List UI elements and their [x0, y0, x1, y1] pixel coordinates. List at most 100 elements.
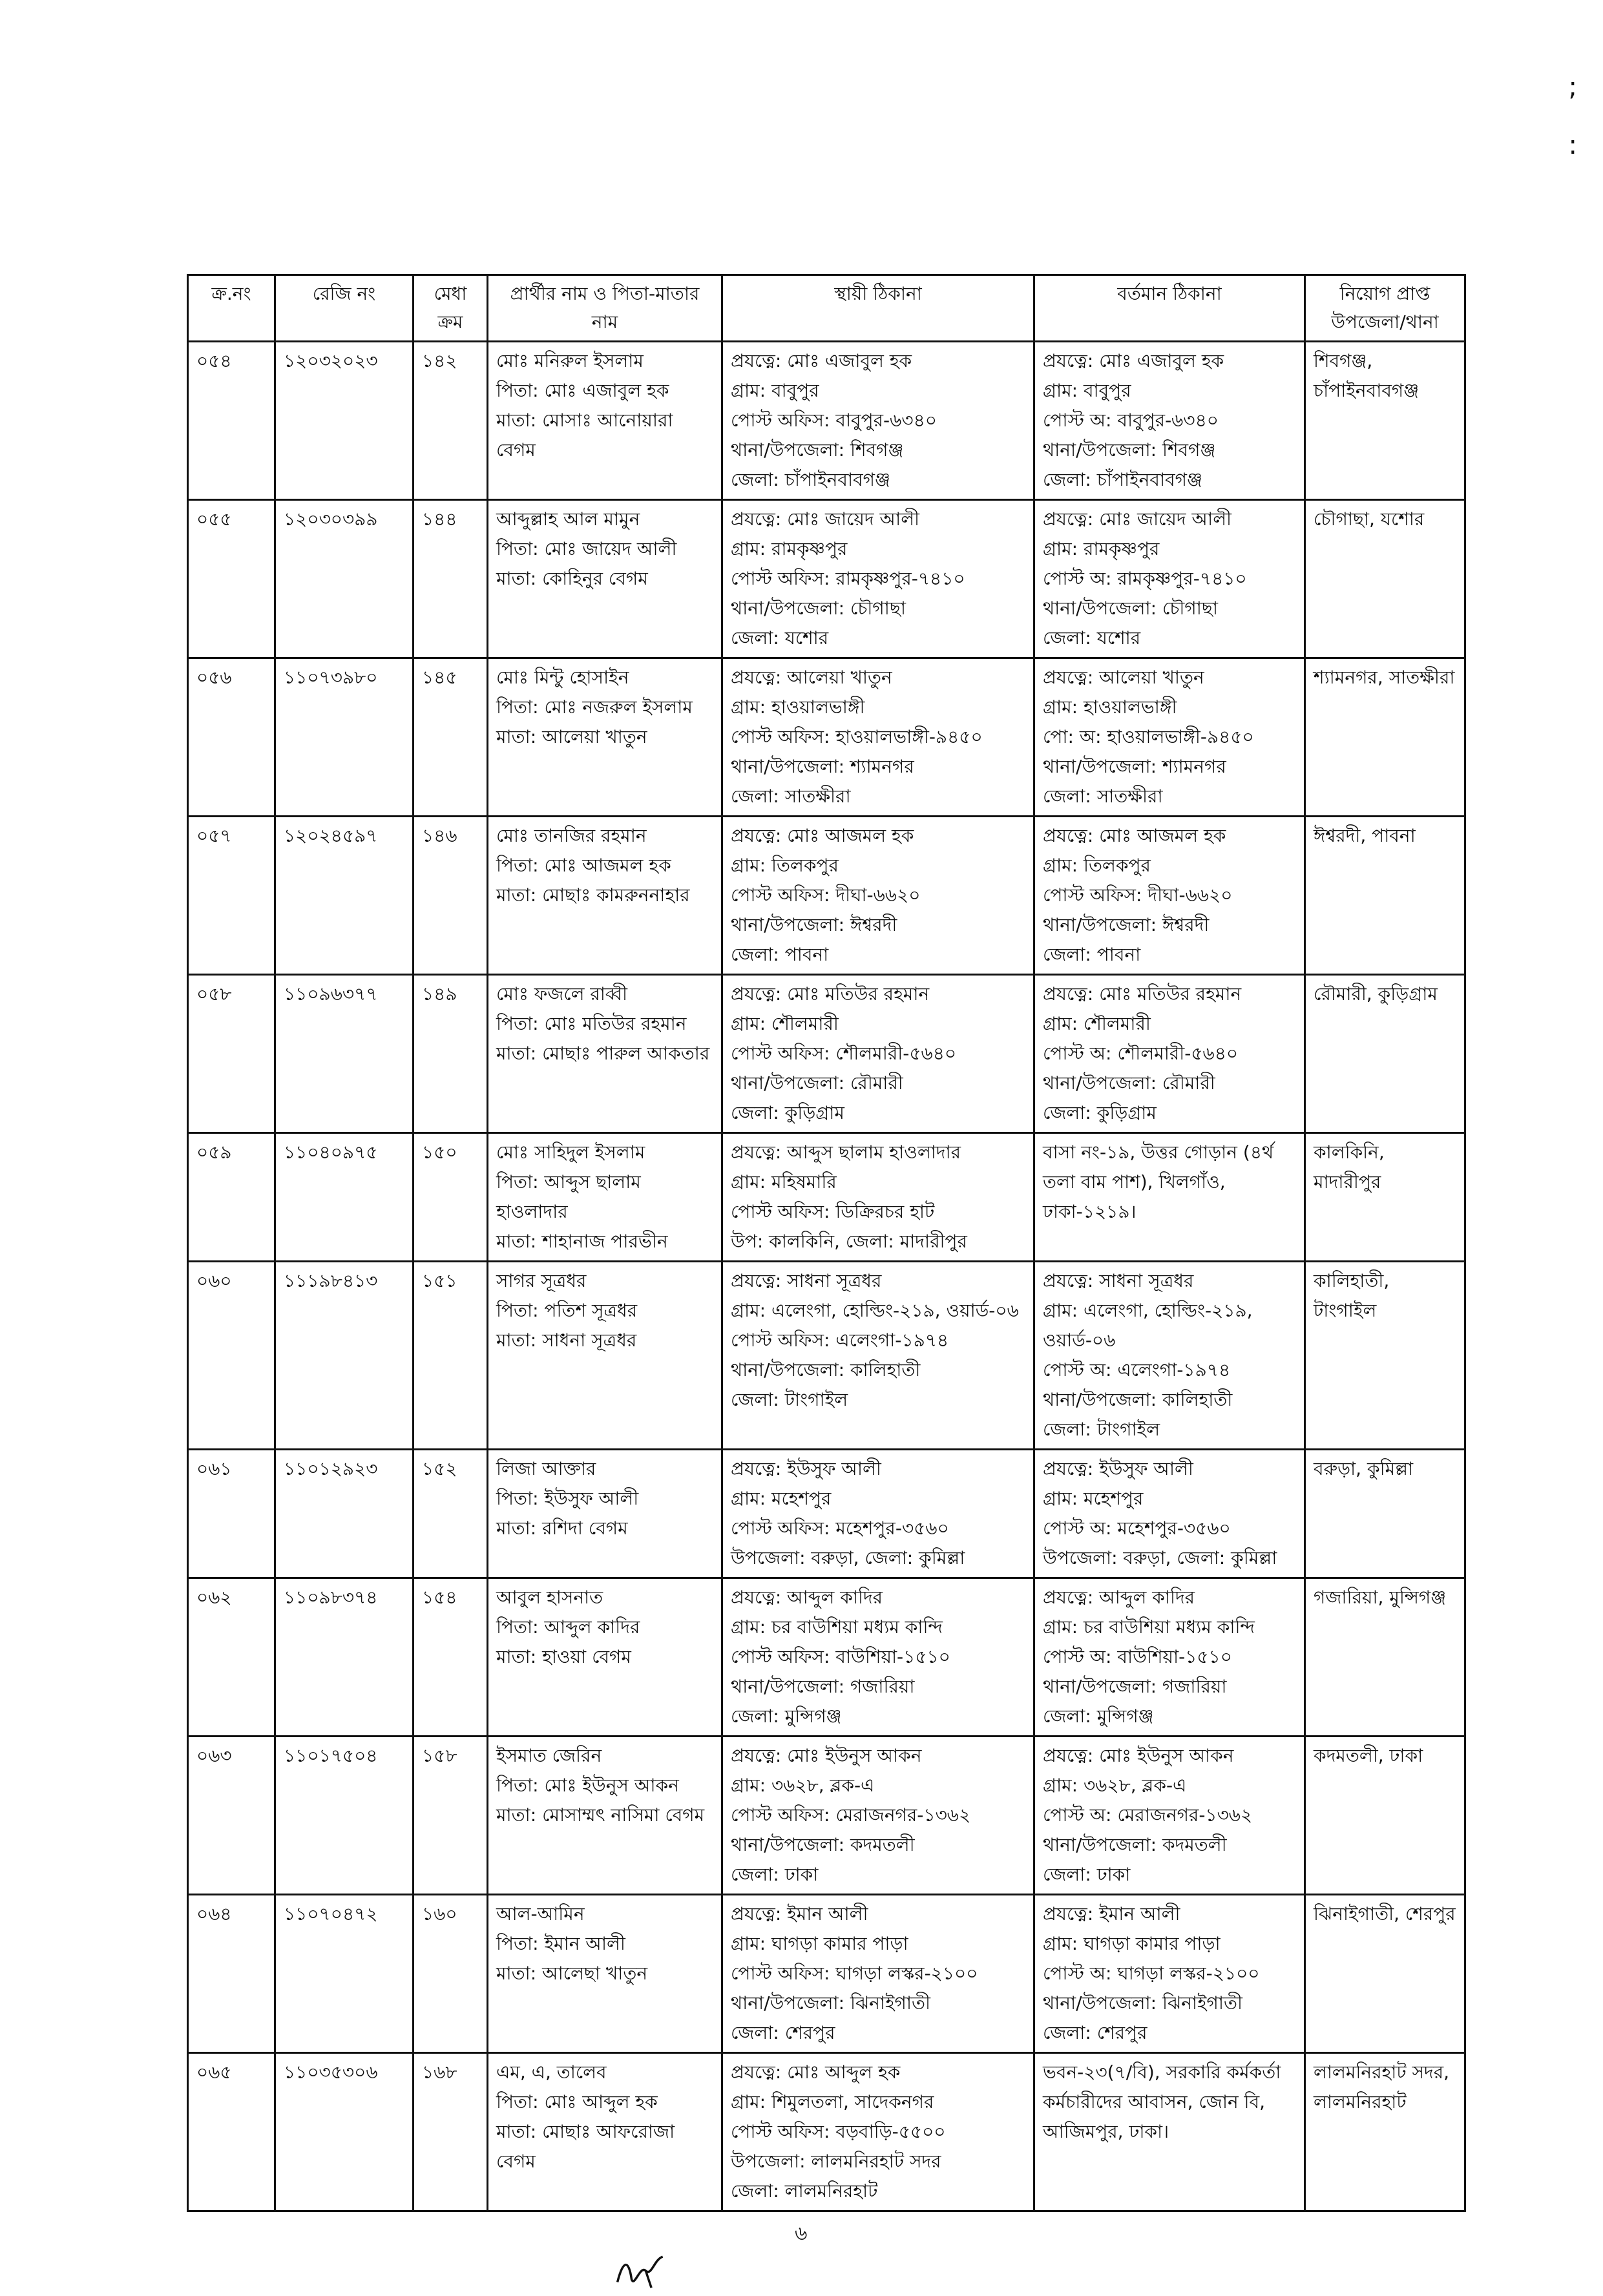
- merit-cell: ১৫২: [412, 1448, 488, 1579]
- posting-cell: শ্যামনগর, সাতক্ষীরা: [1304, 657, 1466, 817]
- table-row: ০৬২ ১১০৯৮৩৭৪ ১৫৪ আবুল হাসনাত পিতা: আব্দুল ক…: [187, 1577, 1466, 1737]
- merit-cell: ১৫১: [412, 1260, 488, 1450]
- serial-cell: ০৬১: [187, 1448, 276, 1579]
- serial-cell: ০৫৪: [187, 340, 276, 501]
- present-address-cell: প্রযত্নে: ইউসুফ আলী গ্রাম: মহেশপুর পোস্ট…: [1033, 1448, 1306, 1579]
- table-row: ০৫৬ ১১০৭৩৯৮০ ১৪৫ মোঃ মিন্টু হোসাইন পিতা: মো…: [187, 657, 1466, 817]
- serial-cell: ০৬৪: [187, 1894, 276, 2054]
- serial-cell: ০৫৬: [187, 657, 276, 817]
- reg-number-cell: ১২০৩২০২৩: [274, 340, 414, 501]
- serial-cell: ০৫৯: [187, 1132, 276, 1262]
- merit-cell: ১৪২: [412, 340, 488, 501]
- posting-cell: রৌমারী, কুড়িগ্রাম: [1304, 974, 1466, 1134]
- serial-cell: ০৬৫: [187, 2052, 276, 2212]
- header-name: প্রার্থীর নাম ও পিতা-মাতার নাম: [487, 274, 723, 342]
- merit-cell: ১৬০: [412, 1894, 488, 2054]
- table-row: ০৫৫ ১২০৩০৩৯৯ ১৪৪ আব্দুল্লাহ আল মামুন পিতা: …: [187, 499, 1466, 659]
- permanent-address-cell: প্রযত্নে: ইউসুফ আলী গ্রাম: মহেশপুর পোস্ট…: [721, 1448, 1035, 1579]
- candidate-name-cell: মোঃ মিন্টু হোসাইন পিতা: মোঃ নজরুল ইসলাম …: [487, 657, 723, 817]
- serial-cell: ০৬০: [187, 1260, 276, 1450]
- corner-marks: ; :: [1568, 72, 1577, 160]
- merit-cell: ১৪৯: [412, 974, 488, 1134]
- merit-cell: ১৫৮: [412, 1735, 488, 1895]
- table-row: ০৫৮ ১১০৯৬৩৭৭ ১৪৯ মোঃ ফজলে রাব্বী পিতা: মোঃ …: [187, 974, 1466, 1134]
- candidate-name-cell: ইসমাত জেরিন পিতা: মোঃ ইউনুস আকন মাতা: মো…: [487, 1735, 723, 1895]
- merit-cell: ১৬৮: [412, 2052, 488, 2212]
- present-address-cell: প্রযত্নে: মোঃ আজমল হক গ্রাম: তিলকপুর পোস…: [1033, 815, 1306, 976]
- table-row: ০৫৭ ১২০২৪৫৯৭ ১৪৬ মোঃ তানজির রহমান পিতা: মোঃ…: [187, 815, 1466, 976]
- candidate-name-cell: এম, এ, তালেব পিতা: মোঃ আব্দুল হক মাতা: ম…: [487, 2052, 723, 2212]
- reg-number-cell: ১১০৯৮৩৭৪: [274, 1577, 414, 1737]
- posting-cell: কদমতলী, ঢাকা: [1304, 1735, 1466, 1895]
- permanent-address-cell: প্রযত্নে: সাধনা সূত্রধর গ্রাম: এলেংগা, হ…: [721, 1260, 1035, 1450]
- table-row: ০৬৪ ১১০৭০৪৭২ ১৬০ আল-আমিন পিতা: ইমান আলী মাত…: [187, 1894, 1466, 2054]
- candidate-name-cell: মোঃ তানজির রহমান পিতা: মোঃ আজমল হক মাতা:…: [487, 815, 723, 976]
- candidate-name-cell: আব্দুল্লাহ আল মামুন পিতা: মোঃ জায়েদ আলী…: [487, 499, 723, 659]
- permanent-address-cell: প্রযত্নে: মোঃ মতিউর রহমান গ্রাম: শৌলমারী…: [721, 974, 1035, 1134]
- header-permanent-address: স্থায়ী ঠিকানা: [721, 274, 1035, 342]
- permanent-address-cell: প্রযত্নে: আব্দুল কাদির গ্রাম: চর বাউশিয়…: [721, 1577, 1035, 1737]
- permanent-address-cell: প্রযত্নে: মোঃ ইউনুস আকন গ্রাম: ৩৬২৮, ব্ল…: [721, 1735, 1035, 1895]
- reg-number-cell: ১১০৭০৪৭২: [274, 1894, 414, 2054]
- serial-cell: ০৫৫: [187, 499, 276, 659]
- reg-number-cell: ১১১৯৮৪১৩: [274, 1260, 414, 1450]
- posting-cell: লালমনিরহাট সদর, লালমনিরহাট: [1304, 2052, 1466, 2212]
- permanent-address-cell: প্রযত্নে: ইমান আলী গ্রাম: ঘাগড়া কামার প…: [721, 1894, 1035, 2054]
- candidate-table: ক্র.নং রেজি নং মেধা ক্রম প্রার্থীর নাম ও…: [187, 274, 1466, 2212]
- present-address-cell: প্রযত্নে: আব্দুল কাদির গ্রাম: চর বাউশিয়…: [1033, 1577, 1306, 1737]
- candidate-name-cell: সাগর সূত্রধর পিতা: পতিশ সূত্রধর মাতা: সা…: [487, 1260, 723, 1450]
- signature-mark: [607, 2248, 678, 2296]
- table-row: ০৬০ ১১১৯৮৪১৩ ১৫১ সাগর সূত্রধর পিতা: পতিশ সূ…: [187, 1260, 1466, 1450]
- present-address-cell: প্রযত্নে: মোঃ মতিউর রহমান গ্রাম: শৌলমারী…: [1033, 974, 1306, 1134]
- page-number: ৬: [795, 2222, 808, 2245]
- present-address-cell: প্রযত্নে: মোঃ ইউনুস আকন গ্রাম: ৩৬২৮, ব্ল…: [1033, 1735, 1306, 1895]
- table-row: ০৫৪ ১২০৩২০২৩ ১৪২ মোঃ মনিরুল ইসলাম পিতা: মোঃ…: [187, 340, 1466, 501]
- posting-cell: ঝিনাইগাতী, শেরপুর: [1304, 1894, 1466, 2054]
- table-row: ০৫৯ ১১০৪০৯৭৫ ১৫০ মোঃ সাহিদুল ইসলাম পিতা: আব…: [187, 1132, 1466, 1262]
- serial-cell: ০৬২: [187, 1577, 276, 1737]
- permanent-address-cell: প্রযত্নে: আলেয়া খাতুন গ্রাম: হাওয়ালভাঙ…: [721, 657, 1035, 817]
- merit-cell: ১৫০: [412, 1132, 488, 1262]
- header-present-address: বর্তমান ঠিকানা: [1033, 274, 1306, 342]
- present-address-cell: প্রযত্নে: সাধনা সূত্রধর গ্রাম: এলেংগা, হ…: [1033, 1260, 1306, 1450]
- table-row: ০৬১ ১১০১২৯২৩ ১৫২ লিজা আক্তার পিতা: ইউসুফ আল…: [187, 1448, 1466, 1579]
- present-address-cell: বাসা নং-১৯, উত্তর গোড়ান (৪র্থ তলা বাম প…: [1033, 1132, 1306, 1262]
- posting-cell: শিবগঞ্জ, চাঁপাইনবাবগঞ্জ: [1304, 340, 1466, 501]
- candidate-name-cell: মোঃ মনিরুল ইসলাম পিতা: মোঃ এজাবুল হক মাত…: [487, 340, 723, 501]
- posting-cell: গজারিয়া, মুন্সিগঞ্জ: [1304, 1577, 1466, 1737]
- candidate-name-cell: আবুল হাসনাত পিতা: আব্দুল কাদির মাতা: হাও…: [487, 1577, 723, 1737]
- permanent-address-cell: প্রযত্নে: মোঃ আজমল হক গ্রাম: তিলকপুর পোস…: [721, 815, 1035, 976]
- reg-number-cell: ১২০৩০৩৯৯: [274, 499, 414, 659]
- table-row: ০৬৫ ১১০৩৫৩০৬ ১৬৮ এম, এ, তালেব পিতা: মোঃ আব্…: [187, 2052, 1466, 2212]
- reg-number-cell: ১১০১২৯২৩: [274, 1448, 414, 1579]
- candidate-name-cell: মোঃ সাহিদুল ইসলাম পিতা: আব্দুস ছালাম হাও…: [487, 1132, 723, 1262]
- merit-cell: ১৪৪: [412, 499, 488, 659]
- reg-number-cell: ১১০৭৩৯৮০: [274, 657, 414, 817]
- header-merit: মেধা ক্রম: [412, 274, 488, 342]
- present-address-cell: প্রযত্নে: ইমান আলী গ্রাম: ঘাগড়া কামার প…: [1033, 1894, 1306, 2054]
- serial-cell: ০৫৭: [187, 815, 276, 976]
- permanent-address-cell: প্রযত্নে: মোঃ এজাবুল হক গ্রাম: বাবুপুর প…: [721, 340, 1035, 501]
- posting-cell: ঈশ্বরদী, পাবনা: [1304, 815, 1466, 976]
- reg-number-cell: ১১০৯৬৩৭৭: [274, 974, 414, 1134]
- reg-number-cell: ১১০৩৫৩০৬: [274, 2052, 414, 2212]
- present-address-cell: প্রযত্নে: মোঃ জায়েদ আলী গ্রাম: রামকৃষ্ণ…: [1033, 499, 1306, 659]
- posting-cell: চৌগাছা, যশোর: [1304, 499, 1466, 659]
- candidate-name-cell: আল-আমিন পিতা: ইমান আলী মাতা: আলেছা খাতুন: [487, 1894, 723, 2054]
- posting-cell: বরুড়া, কুমিল্লা: [1304, 1448, 1466, 1579]
- merit-cell: ১৪৫: [412, 657, 488, 817]
- page-sheet: ক্র.নং রেজি নং মেধা ক্রম প্রার্থীর নাম ও…: [187, 274, 1466, 2292]
- merit-cell: ১৫৪: [412, 1577, 488, 1737]
- merit-cell: ১৪৬: [412, 815, 488, 976]
- reg-number-cell: ১২০২৪৫৯৭: [274, 815, 414, 976]
- permanent-address-cell: প্রযত্নে: মোঃ জায়েদ আলী গ্রাম: রামকৃষ্ণ…: [721, 499, 1035, 659]
- posting-cell: কালকিনি, মাদারীপুর: [1304, 1132, 1466, 1262]
- page-footer: ৬: [187, 2221, 1464, 2292]
- permanent-address-cell: প্রযত্নে: আব্দুস ছালাম হাওলাদার গ্রাম: ম…: [721, 1132, 1035, 1262]
- header-reg: রেজি নং: [274, 274, 414, 342]
- serial-cell: ০৬৩: [187, 1735, 276, 1895]
- candidate-name-cell: মোঃ ফজলে রাব্বী পিতা: মোঃ মতিউর রহমান মা…: [487, 974, 723, 1134]
- reg-number-cell: ১১০৪০৯৭৫: [274, 1132, 414, 1262]
- table-row: ০৬৩ ১১০১৭৫০৪ ১৫৮ ইসমাত জেরিন পিতা: মোঃ ইউনু…: [187, 1735, 1466, 1895]
- header-posting: নিয়োগ প্রাপ্ত উপজেলা/থানা: [1304, 274, 1466, 342]
